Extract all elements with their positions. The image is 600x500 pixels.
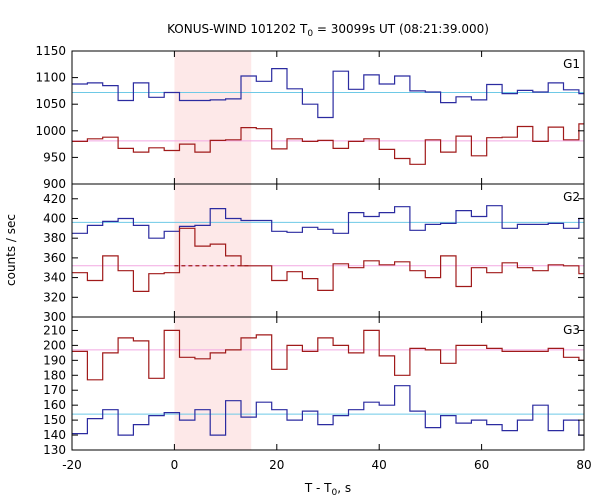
y-tick-label: 900: [43, 177, 66, 191]
y-tick-label: 400: [43, 211, 66, 225]
y-tick-label: 950: [43, 150, 66, 164]
y-tick-label: 210: [43, 323, 66, 337]
x-tick-label: 80: [576, 458, 591, 472]
panel-label: G1: [563, 57, 580, 71]
x-tick-label: 20: [269, 458, 284, 472]
series-blue-g1: [72, 68, 584, 119]
panel-frame-g2: [71, 183, 585, 318]
y-tick-label: 170: [43, 383, 66, 397]
y-tick-label: 340: [43, 271, 66, 285]
y-tick-label: 1000: [35, 124, 66, 138]
y-tick-label: 200: [43, 338, 66, 352]
y-tick-label: 140: [43, 428, 66, 442]
series-red-g2: [72, 227, 584, 292]
x-tick-label: 60: [474, 458, 489, 472]
y-axis-label: counts / sec: [4, 214, 18, 286]
y-tick-label: 320: [43, 290, 66, 304]
y-tick-label: 150: [43, 413, 66, 427]
panel-label: G2: [563, 190, 580, 204]
y-tick-label: 190: [43, 353, 66, 367]
chart-title: KONUS-WIND 101202 T0 = 30099s UT (08:21:…: [167, 22, 489, 39]
shaded-interval: [174, 51, 252, 450]
y-tick-label: 1050: [35, 97, 66, 111]
y-tick-label: 380: [43, 231, 66, 245]
y-tick-label: 180: [43, 368, 66, 382]
y-tick-label: 130: [43, 443, 66, 457]
series-blue-g2: [72, 205, 584, 239]
panel-frame-g3: [71, 316, 585, 451]
panel-g1: 900 950 1000 1050 1100 1150 G1: [35, 44, 585, 191]
x-tick-label: 40: [372, 458, 387, 472]
y-tick-label: 420: [43, 192, 66, 206]
panel-g2: 300 320 340 360 380 400 420 G2: [43, 183, 585, 324]
y-tick-label: 360: [43, 251, 66, 265]
series-blue-g3: [72, 385, 584, 436]
series-red-g1: [72, 123, 584, 165]
series-red-g3: [72, 329, 584, 381]
x-axis-label: T - T0, s: [304, 481, 351, 498]
y-tick-label: 1100: [35, 71, 66, 85]
x-tick-label: 0: [171, 458, 179, 472]
y-tick-label: 1150: [35, 44, 66, 58]
plot-area: 900 950 1000 1050 1100 1150 G1 300 320 340 360 380 4…: [35, 44, 591, 472]
y-tick-label: 300: [43, 310, 66, 324]
x-tick-label: -20: [62, 458, 82, 472]
y-tick-label: 160: [43, 398, 66, 412]
panel-label: G3: [563, 323, 580, 337]
